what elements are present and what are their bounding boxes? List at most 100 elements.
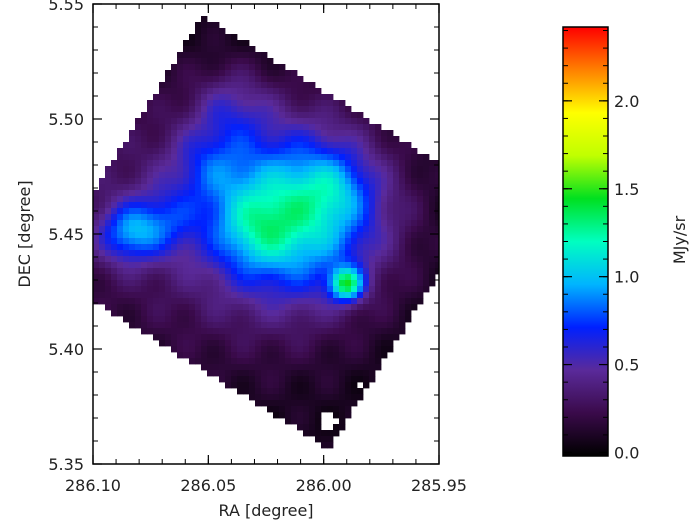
heatmap-cell — [315, 244, 322, 251]
heatmap-cell — [165, 82, 172, 89]
heatmap-cell — [297, 262, 304, 269]
heatmap-cell — [225, 262, 232, 269]
heatmap-cell — [183, 196, 190, 203]
heatmap-cell — [303, 88, 310, 95]
heatmap-cell — [315, 94, 322, 101]
heatmap-cell — [171, 208, 178, 215]
heatmap-cell — [129, 232, 136, 239]
heatmap-cell — [237, 310, 244, 317]
heatmap-cell — [309, 232, 316, 239]
heatmap-cell — [285, 220, 292, 227]
heatmap-cell — [261, 196, 268, 203]
heatmap-cell — [267, 256, 274, 263]
heatmap-cell — [237, 76, 244, 83]
heatmap-cell — [423, 154, 430, 161]
heatmap-cell — [429, 214, 436, 221]
heatmap-cell — [249, 364, 256, 371]
heatmap-cell — [291, 142, 298, 149]
heatmap-cell — [315, 352, 322, 359]
heatmap-cell — [369, 232, 376, 239]
heatmap-cell — [369, 184, 376, 191]
heatmap-cell — [249, 292, 256, 299]
heatmap-cell — [405, 250, 412, 257]
heatmap-cell — [201, 274, 208, 281]
heatmap-cell — [141, 148, 148, 155]
heatmap-cell — [321, 328, 328, 335]
heatmap-cell — [165, 304, 172, 311]
heatmap-cell — [351, 184, 358, 191]
heatmap-cell — [231, 280, 238, 287]
heatmap-cell — [405, 298, 412, 305]
heatmap-cell — [291, 100, 298, 107]
heatmap-cell — [243, 298, 250, 305]
heatmap-cell — [339, 424, 346, 431]
heatmap-cell — [213, 298, 220, 305]
heatmap-cell — [219, 100, 226, 107]
heatmap-cell — [189, 88, 196, 95]
heatmap-cell — [375, 178, 382, 185]
heatmap-cell — [261, 268, 268, 275]
heatmap-cell — [255, 220, 262, 227]
heatmap-cell — [243, 358, 250, 365]
heatmap-cell — [171, 172, 178, 179]
heatmap-cell — [129, 322, 136, 329]
heatmap-cell — [207, 190, 214, 197]
heatmap-cell — [195, 172, 202, 179]
heatmap-cell — [141, 226, 148, 233]
heatmap-cell — [321, 226, 328, 233]
heatmap-cell — [339, 232, 346, 239]
heatmap-cell — [327, 310, 334, 317]
heatmap-cell — [381, 346, 388, 353]
heatmap-cell — [261, 226, 268, 233]
heatmap-cell — [297, 82, 304, 89]
heatmap-cell — [231, 340, 238, 347]
heatmap-cell — [351, 358, 358, 365]
heatmap-cell — [381, 280, 388, 287]
heatmap-cell — [135, 256, 142, 263]
heatmap-cell — [279, 280, 286, 287]
heatmap-cell — [363, 316, 370, 323]
heatmap-cell — [285, 190, 292, 197]
heatmap-cell — [195, 106, 202, 113]
heatmap-cell — [387, 178, 394, 185]
heatmap-cell — [243, 196, 250, 203]
heatmap-cell — [291, 154, 298, 161]
heatmap-cell — [111, 166, 118, 173]
heatmap-cell — [105, 262, 112, 269]
heatmap-cell — [123, 286, 130, 293]
heatmap-cell — [105, 184, 112, 191]
heatmap-cell — [381, 292, 388, 299]
heatmap-cell — [141, 172, 148, 179]
heatmap-cell — [201, 310, 208, 317]
heatmap-cell — [153, 274, 160, 281]
heatmap-cell — [249, 52, 256, 59]
heatmap-cell — [393, 310, 400, 317]
heatmap-cell — [345, 298, 352, 305]
heatmap-cell — [99, 268, 106, 275]
heatmap-cell — [321, 322, 328, 329]
heatmap-cell — [393, 178, 400, 185]
heatmap-cell — [309, 286, 316, 293]
heatmap-cell — [345, 280, 352, 287]
heatmap-cell — [405, 220, 412, 227]
heatmap-cell — [363, 178, 370, 185]
heatmap-cell — [327, 178, 334, 185]
heatmap-cell — [237, 286, 244, 293]
heatmap-cell — [399, 214, 406, 221]
heatmap-cell — [417, 232, 424, 239]
heatmap-cell — [291, 352, 298, 359]
heatmap-cell — [171, 238, 178, 245]
heatmap-cell — [165, 202, 172, 209]
heatmap-cell — [375, 232, 382, 239]
heatmap-cell — [339, 244, 346, 251]
heatmap-cell — [399, 244, 406, 251]
heatmap-cell — [321, 310, 328, 317]
heatmap-cell — [207, 310, 214, 317]
heatmap-cell — [183, 148, 190, 155]
heatmap-cell — [237, 364, 244, 371]
heatmap-cell — [273, 352, 280, 359]
heatmap-cell — [243, 112, 250, 119]
heatmap-cell — [321, 184, 328, 191]
heatmap-cell — [273, 334, 280, 341]
heatmap-cell — [285, 274, 292, 281]
